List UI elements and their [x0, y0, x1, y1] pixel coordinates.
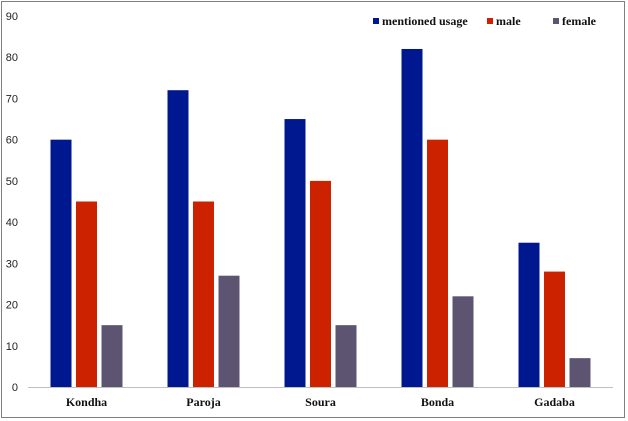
- bar-female-paroja: [218, 275, 240, 387]
- x-tick-label: Bonda: [421, 395, 454, 409]
- y-tick-label: 0: [12, 382, 18, 394]
- bar-female-kondha: [101, 325, 123, 387]
- x-axis: Kondha Paroja Soura Bonda Gadaba: [28, 387, 613, 409]
- y-tick-label: 90: [6, 11, 18, 23]
- y-tick-label: 50: [6, 176, 18, 188]
- legend-swatch: [553, 18, 559, 24]
- bar-female-gadaba: [569, 358, 591, 387]
- legend-swatch: [373, 18, 379, 24]
- y-tick-label: 10: [6, 341, 18, 353]
- y-tick-label: 30: [6, 258, 18, 270]
- legend-label: female: [562, 14, 597, 28]
- legend: mentioned usage male female: [373, 14, 597, 28]
- legend-swatch: [487, 18, 493, 24]
- bars: [50, 48, 591, 388]
- bar-mentioned-usage-soura: [284, 119, 306, 388]
- bar-mentioned-usage-kondha: [50, 139, 72, 387]
- bar-female-bonda: [452, 296, 474, 387]
- bar-male-soura: [310, 180, 331, 387]
- bar-mentioned-usage-paroja: [167, 90, 189, 387]
- legend-label: male: [496, 14, 521, 28]
- x-tick-label: Paroja: [186, 395, 220, 409]
- legend-label: mentioned usage: [382, 14, 468, 28]
- y-tick-label: 20: [6, 300, 18, 312]
- bar-male-bonda: [427, 139, 448, 387]
- y-tick-label: 80: [6, 52, 18, 64]
- bar-mentioned-usage-bonda: [401, 48, 423, 387]
- bar-mentioned-usage-gadaba: [518, 242, 540, 387]
- x-tick-label: Gadaba: [534, 395, 575, 409]
- y-tick-label: 70: [6, 93, 18, 105]
- x-tick-label: Soura: [305, 395, 336, 409]
- bar-male-kondha: [76, 201, 97, 387]
- y-tick-label: 60: [6, 135, 18, 147]
- y-tick-label: 40: [6, 217, 18, 229]
- bar-male-gadaba: [544, 271, 565, 387]
- x-tick-label: Kondha: [66, 395, 107, 409]
- bar-male-paroja: [193, 201, 214, 387]
- y-axis: 0 10 20 30 40 50 60 70 80 90: [6, 11, 18, 394]
- bar-female-soura: [335, 325, 357, 387]
